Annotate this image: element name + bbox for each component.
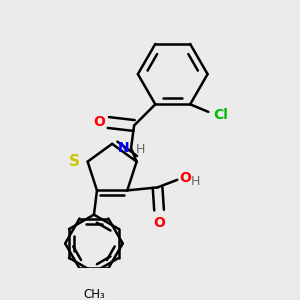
Text: H: H (136, 143, 145, 156)
Text: N: N (118, 141, 130, 155)
Text: Cl: Cl (213, 108, 228, 122)
Text: H: H (191, 175, 200, 188)
Text: O: O (93, 116, 105, 130)
Text: S: S (69, 154, 80, 169)
Text: O: O (179, 171, 191, 185)
Text: CH₃: CH₃ (83, 288, 105, 300)
Text: O: O (153, 216, 165, 230)
